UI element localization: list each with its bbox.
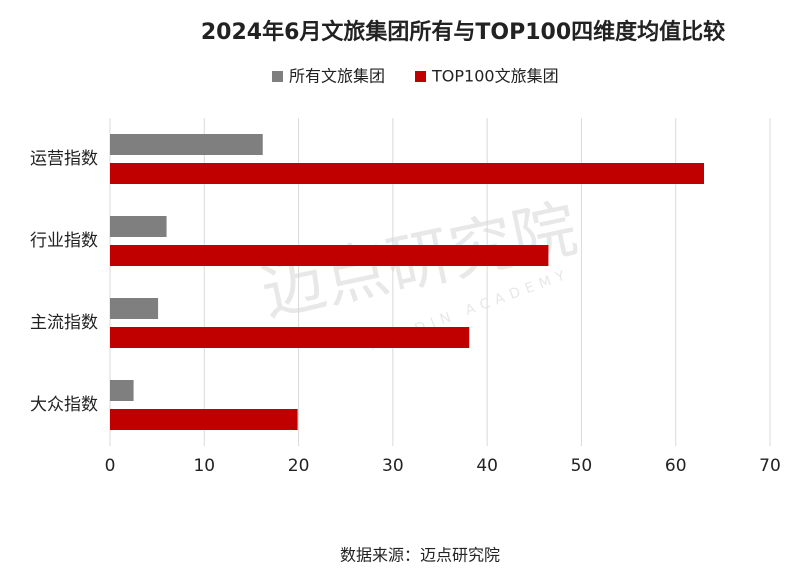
bar (110, 409, 298, 430)
bar (110, 163, 704, 184)
x-tick-label: 50 (571, 456, 593, 476)
legend-swatch (415, 71, 427, 82)
x-tick-label: 40 (476, 456, 498, 476)
chart-title: 2024年6月文旅集团所有与TOP100四维度均值比较 (201, 19, 725, 45)
y-tick-label: 行业指数 (30, 231, 98, 251)
bar (110, 216, 167, 237)
y-tick-label: 运营指数 (30, 149, 98, 169)
bar (110, 298, 159, 319)
x-tick-label: 0 (105, 456, 116, 476)
legend-swatch (272, 71, 283, 82)
source-note: 数据来源：迈点研究院 (340, 546, 500, 565)
x-tick-label: 30 (382, 456, 404, 476)
legend-label: TOP100文旅集团 (431, 67, 559, 86)
bar (110, 245, 549, 266)
x-tick-label: 10 (193, 456, 215, 476)
bar (110, 380, 134, 401)
y-tick-label: 大众指数 (30, 395, 98, 415)
x-tick-label: 70 (759, 456, 781, 476)
bar (110, 134, 263, 155)
x-tick-label: 60 (665, 456, 687, 476)
y-tick-label: 主流指数 (30, 313, 98, 333)
bar (110, 327, 470, 348)
x-tick-label: 20 (288, 456, 310, 476)
legend-label: 所有文旅集团 (289, 67, 385, 86)
